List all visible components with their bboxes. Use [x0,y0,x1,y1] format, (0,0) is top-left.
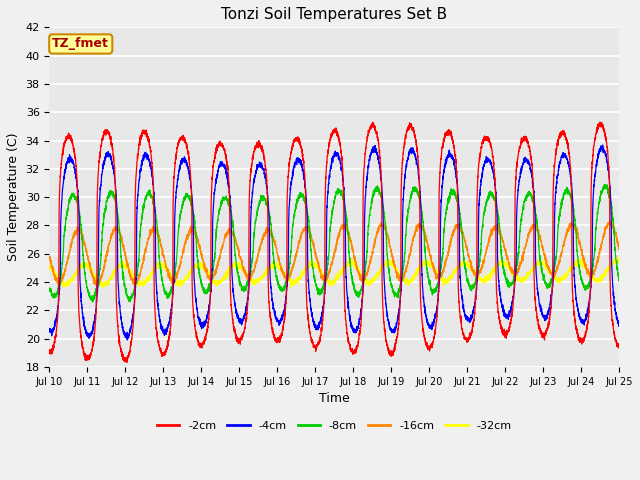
-2cm [596,119,604,125]
-32cm [148,269,156,275]
-32cm [495,264,502,270]
-2cm [45,348,53,353]
-2cm [616,344,623,350]
-4cm [45,326,53,332]
-4cm [463,313,470,319]
-8cm [615,277,623,283]
-4cm [599,142,607,148]
-8cm [495,213,502,219]
-8cm [148,193,156,199]
Line: -32cm: -32cm [49,257,620,288]
-16cm [607,218,615,224]
-16cm [495,226,502,231]
-4cm [124,337,131,343]
-16cm [463,245,470,251]
-4cm [314,325,321,331]
-8cm [45,285,53,291]
-16cm [314,257,321,263]
-16cm [615,246,623,252]
-8cm [431,286,438,292]
-2cm [615,344,623,350]
-2cm [124,360,131,365]
-4cm [616,322,623,327]
-8cm [89,299,97,305]
-8cm [463,272,470,278]
-2cm [463,336,470,342]
-2cm [495,311,502,317]
-8cm [602,181,609,187]
-32cm [615,260,623,265]
-4cm [148,171,156,177]
-32cm [616,260,623,266]
-32cm [614,254,622,260]
-2cm [431,329,438,335]
Title: Tonzi Soil Temperatures Set B: Tonzi Soil Temperatures Set B [221,7,447,22]
Text: TZ_fmet: TZ_fmet [52,37,109,50]
-16cm [55,283,63,289]
-4cm [495,278,502,284]
Legend: -2cm, -4cm, -8cm, -16cm, -32cm: -2cm, -4cm, -8cm, -16cm, -32cm [153,417,516,435]
Line: -4cm: -4cm [49,145,620,340]
-32cm [431,269,438,275]
-16cm [148,229,156,235]
-32cm [463,261,470,267]
-4cm [431,314,438,320]
-8cm [314,287,321,293]
-8cm [616,278,623,284]
X-axis label: Time: Time [319,392,350,405]
Line: -8cm: -8cm [49,184,620,302]
-16cm [431,266,438,272]
-32cm [100,285,108,290]
-16cm [616,244,623,250]
Line: -2cm: -2cm [49,122,620,362]
-2cm [148,161,156,167]
Line: -16cm: -16cm [49,221,620,286]
-16cm [45,257,53,263]
-2cm [314,342,321,348]
-32cm [45,262,53,268]
-4cm [615,324,623,329]
-32cm [314,264,321,269]
Y-axis label: Soil Temperature (C): Soil Temperature (C) [7,133,20,262]
